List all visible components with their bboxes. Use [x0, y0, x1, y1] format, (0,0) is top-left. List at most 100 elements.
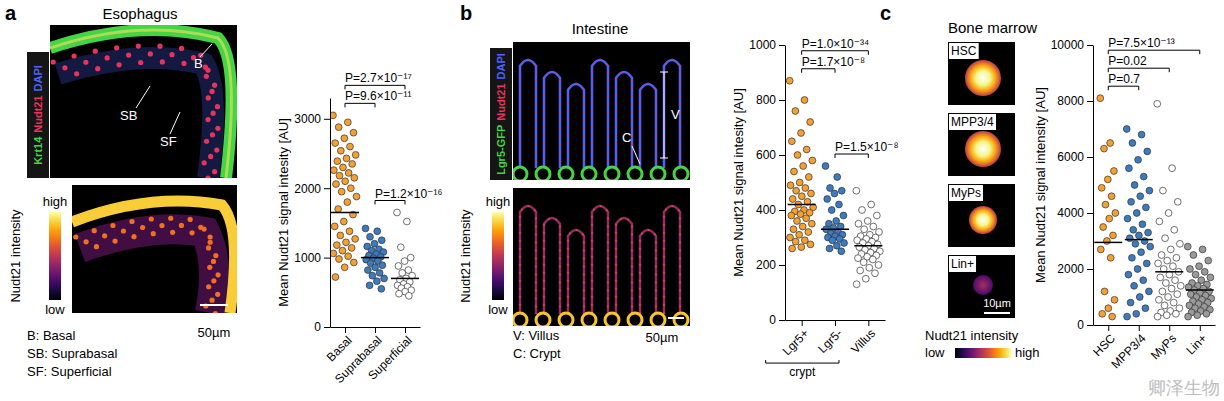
- x-tick: MPP3/4: [1108, 325, 1148, 371]
- crypt: [559, 313, 573, 326]
- y-axis-line: [1093, 46, 1094, 326]
- villus: [520, 60, 536, 168]
- data-point: [841, 240, 848, 247]
- data-point: [792, 238, 799, 245]
- nucleus: [213, 311, 218, 313]
- crypt: [513, 313, 527, 326]
- villus: [544, 218, 560, 314]
- villus: [640, 230, 656, 314]
- panel-a-images: EsophagusKrt14Nudt21DAPIBSBSF50µmhighlow…: [8, 5, 237, 379]
- nucleus: [169, 52, 174, 57]
- data-point: [1134, 266, 1141, 273]
- data-point: [831, 190, 838, 197]
- panel-b-images: IntestineLgr5-GFPNudt21DAPIVC50µmhighlow…: [458, 20, 690, 361]
- leader: [170, 112, 180, 134]
- data-point: [1163, 312, 1170, 319]
- data-point: [1139, 221, 1146, 228]
- data-point: [794, 152, 801, 159]
- data-point: [1111, 168, 1118, 175]
- plot-marks: [330, 112, 419, 299]
- data-point: [1203, 310, 1210, 317]
- data-point: [1097, 95, 1104, 102]
- image-label: B: [194, 56, 203, 71]
- nucleus: [205, 175, 210, 178]
- scale-bar-label: 50µm: [646, 330, 679, 345]
- nucleus: [209, 298, 214, 303]
- nucleus: [129, 219, 134, 224]
- data-point: [1184, 243, 1191, 250]
- data-point: [352, 235, 359, 242]
- data-point: [1126, 165, 1133, 172]
- villus: [640, 84, 656, 168]
- y-tick-mark: [1087, 269, 1093, 270]
- data-point: [1128, 198, 1135, 205]
- p-value: P=1.0×10⁻³⁴: [802, 37, 870, 51]
- nucleus: [211, 259, 216, 264]
- data-point: [864, 218, 871, 225]
- data-point: [1156, 218, 1163, 225]
- x-tick: HSC: [1090, 325, 1118, 359]
- data-point: [798, 130, 805, 137]
- y-tick: 2000: [294, 182, 330, 196]
- panel-title: Intestine: [572, 20, 629, 37]
- nucleus: [206, 245, 211, 250]
- x-tick-label: Lin+: [1183, 331, 1209, 357]
- data-point: [1172, 277, 1179, 284]
- nucleus: [208, 240, 213, 245]
- data-point: [334, 158, 341, 165]
- panel-letter: c: [880, 2, 891, 24]
- data-point: [1143, 260, 1150, 267]
- data-point: [875, 262, 882, 269]
- data-point: [1132, 240, 1139, 247]
- mean-line: [1125, 239, 1153, 241]
- y-tick-label: 0: [314, 320, 321, 334]
- colorbar-title: Nudt21 intensity: [925, 328, 1019, 343]
- cell-image: [948, 113, 1015, 176]
- data-point: [873, 212, 880, 219]
- data-point: [336, 256, 343, 263]
- data-point: [1145, 229, 1152, 236]
- significance-bracket: [1108, 68, 1169, 72]
- stain-box: [27, 52, 49, 178]
- x-tick-mark: [1108, 325, 1109, 331]
- x-tick-mark: [802, 320, 803, 326]
- data-point: [861, 226, 868, 233]
- nucleus: [136, 43, 141, 48]
- data-point: [1107, 140, 1114, 147]
- image-bg: [513, 188, 690, 326]
- villus-nuclei: [520, 60, 536, 168]
- y-tick: 0: [314, 320, 330, 334]
- data-point: [378, 285, 385, 292]
- nucleus: [208, 234, 213, 239]
- nucleus: [204, 139, 209, 144]
- image-label: SF: [160, 134, 177, 149]
- data-point: [855, 220, 862, 227]
- data-point: [381, 275, 388, 282]
- p-value: P=1.5×10⁻⁸: [835, 140, 898, 154]
- data-point: [801, 97, 808, 104]
- nucleus: [215, 104, 220, 109]
- y-tick-label: 1000: [294, 251, 321, 265]
- data-point: [808, 190, 815, 197]
- data-point: [1135, 156, 1142, 163]
- data-point: [330, 250, 337, 257]
- cell: [965, 131, 1001, 167]
- colorbar-high: high: [486, 194, 511, 209]
- cell: [973, 275, 993, 295]
- data-point: [827, 185, 834, 192]
- data-point: [351, 174, 358, 181]
- y-tick-mark: [779, 320, 785, 321]
- mean-line: [821, 229, 849, 231]
- data-point: [803, 146, 810, 153]
- data-point: [822, 163, 829, 170]
- stain-box: [490, 48, 512, 180]
- cell: [965, 60, 1001, 96]
- data-point: [790, 226, 797, 233]
- y-axis-title: Mean Nudt21 signal intensity [AU]: [1033, 87, 1048, 283]
- data-point: [1187, 266, 1194, 273]
- data-point: [807, 241, 814, 248]
- data-point: [1159, 288, 1166, 295]
- data-point: [1142, 305, 1149, 312]
- data-point: [332, 140, 339, 147]
- villus: [616, 218, 632, 314]
